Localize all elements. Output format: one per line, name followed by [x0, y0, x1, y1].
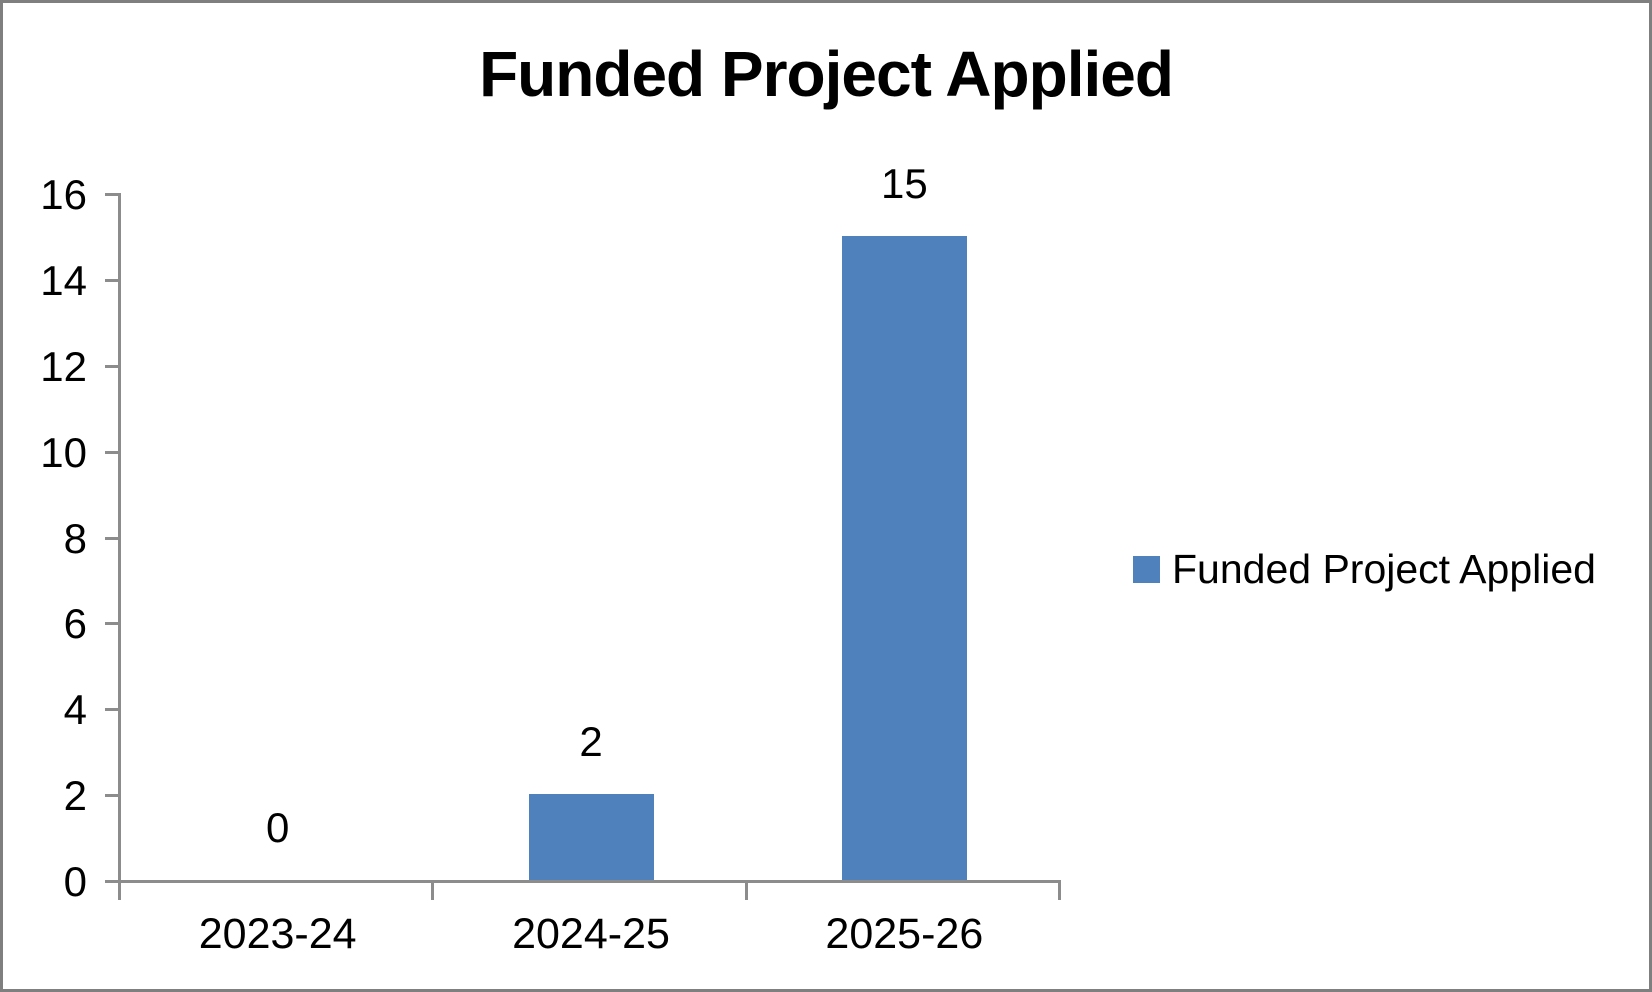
plot-area: 0 2 4 6 8 10 12 14 16 0 2023-24 2 2024-25 15 2025-26 — [3, 3, 1649, 989]
x-axis-category-label: 2025-26 — [825, 910, 984, 958]
y-axis-tick — [105, 622, 118, 626]
x-axis-tick — [431, 883, 435, 900]
y-axis-tick-label: 12 — [40, 342, 87, 390]
bar-2025-26 — [841, 235, 967, 880]
y-axis-tick — [105, 450, 118, 454]
y-axis-tick — [105, 278, 118, 282]
y-axis-tick — [105, 880, 118, 883]
y-axis-tick-label: 0 — [63, 858, 87, 905]
y-axis-tick — [105, 536, 118, 540]
legend: Funded Project Applied — [1133, 546, 1596, 592]
y-axis-tick-label: 8 — [63, 514, 87, 562]
y-axis-tick — [105, 708, 118, 712]
x-axis-line — [118, 880, 1061, 883]
y-axis-tick-label: 14 — [40, 256, 87, 304]
y-axis-line — [118, 193, 121, 900]
x-axis-tick — [744, 883, 748, 900]
x-axis-category-label: 2024-25 — [512, 910, 670, 958]
x-axis-category-label: 2023-24 — [198, 910, 357, 958]
y-axis-tick — [105, 364, 118, 368]
chart-title: Funded Project Applied — [479, 38, 1174, 110]
x-axis-tick — [1058, 883, 1061, 900]
legend-swatch-icon — [1133, 555, 1160, 583]
bar-2024-25 — [528, 794, 654, 880]
y-axis-tick — [105, 794, 118, 798]
data-label: 15 — [880, 159, 928, 207]
y-axis-tick — [105, 193, 118, 196]
data-label: 2 — [579, 718, 603, 766]
y-axis-tick-label: 2 — [63, 772, 87, 820]
legend-label: Funded Project Applied — [1172, 546, 1596, 592]
y-axis-tick-label: 10 — [40, 428, 87, 476]
y-axis-tick-label: 4 — [63, 686, 87, 734]
y-axis-tick-label: 6 — [63, 600, 87, 648]
y-axis-tick-label: 16 — [40, 171, 87, 218]
data-label: 0 — [265, 804, 290, 851]
